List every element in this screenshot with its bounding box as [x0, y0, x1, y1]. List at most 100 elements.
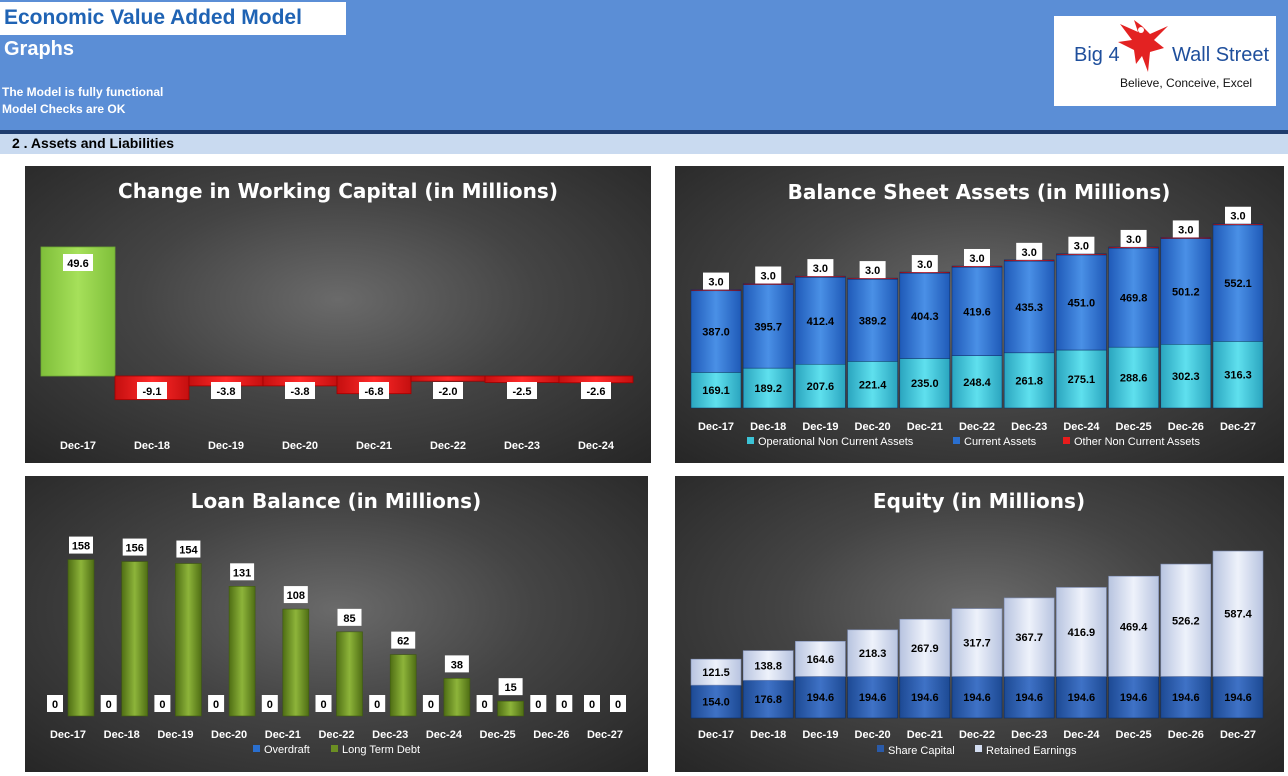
data-label: 469.4	[1120, 621, 1148, 633]
bar-share-capital	[1003, 676, 1055, 719]
data-label: 416.9	[1068, 627, 1096, 639]
legend-marker	[253, 745, 260, 752]
data-label: 189.2	[754, 383, 782, 395]
data-label: 194.6	[1172, 692, 1200, 704]
data-label: 248.4	[963, 377, 991, 389]
x-tick-label: Dec-23	[372, 729, 408, 741]
data-label: 302.3	[1172, 371, 1200, 383]
bar-current	[1160, 238, 1212, 345]
data-label: 194.6	[1015, 692, 1043, 704]
bar-share-capital	[742, 679, 794, 719]
data-label: 154.0	[702, 697, 730, 709]
bar-long-term-debt	[336, 631, 363, 717]
bar-ops	[1003, 352, 1055, 409]
x-tick-label: Dec-18	[134, 440, 170, 452]
bar-other	[742, 283, 794, 285]
chart-title: Loan Balance (in Millions)	[191, 489, 481, 513]
bar-retained-earnings	[742, 650, 794, 681]
legend-label: Share Capital	[888, 745, 955, 757]
data-label: 131	[233, 567, 251, 579]
chart-title: Equity (in Millions)	[873, 489, 1085, 513]
data-label: 469.8	[1120, 293, 1148, 305]
x-tick-label: Dec-23	[504, 440, 540, 452]
data-label-box	[63, 254, 93, 271]
logo-tagline: Believe, Conceive, Excel	[1120, 76, 1253, 90]
data-label: 412.4	[807, 316, 835, 328]
data-label-box	[1225, 206, 1251, 224]
data-label-box	[911, 255, 938, 273]
section-header: 2 . Assets and Liabilities	[0, 134, 1288, 154]
x-tick-label: Dec-18	[104, 729, 140, 741]
x-tick-label: Dec-17	[60, 440, 96, 452]
legend-marker	[1063, 437, 1070, 444]
data-label-box	[154, 695, 171, 712]
data-label: 316.3	[1224, 370, 1252, 382]
x-tick-label: Dec-21	[907, 421, 943, 433]
data-label: -2.0	[439, 386, 458, 398]
legend-label: Long Term Debt	[342, 744, 420, 756]
data-label-box	[1068, 236, 1095, 254]
data-label: 0	[159, 699, 165, 711]
x-tick-label: Dec-23	[1011, 729, 1047, 741]
title-box: Economic Value Added Model	[0, 2, 346, 35]
x-tick-label: Dec-20	[855, 421, 891, 433]
bar-current	[742, 284, 794, 369]
bar-long-term-debt	[497, 700, 524, 717]
bar-other	[1160, 237, 1212, 239]
data-label: 0	[213, 699, 219, 711]
data-label: 169.1	[702, 385, 730, 397]
data-label: 138.8	[754, 660, 782, 672]
data-label: 0	[615, 699, 621, 711]
bar-ops	[690, 372, 742, 409]
data-label: 317.7	[963, 638, 991, 650]
data-label-box	[100, 695, 117, 712]
data-label: 38	[451, 659, 463, 671]
data-label: 3.0	[969, 253, 984, 265]
bar-other	[1056, 253, 1107, 256]
bar-other	[1212, 223, 1264, 226]
bar-retained-earnings	[795, 641, 846, 677]
x-tick-label: Dec-26	[533, 729, 569, 741]
data-label: 194.6	[963, 692, 991, 704]
bar-current	[847, 279, 898, 362]
bar-dec-23	[484, 375, 560, 383]
bar-share-capital	[690, 684, 742, 719]
bar-long-term-debt	[67, 559, 95, 717]
data-label-box	[444, 655, 469, 673]
eagle-icon	[1118, 20, 1168, 72]
data-label-box	[337, 608, 362, 626]
bar-long-term-debt	[121, 561, 148, 717]
data-label: 451.0	[1068, 297, 1096, 309]
legend-label: Operational Non Current Assets	[758, 436, 914, 448]
working-capital-chart: Change in Working Capital (in Millions) 4…	[25, 166, 651, 463]
legend-marker	[975, 745, 982, 752]
data-label: 0	[561, 699, 567, 711]
bar-long-term-debt	[175, 563, 202, 717]
x-tick-label: Dec-22	[430, 440, 466, 452]
x-tick-label: Dec-18	[750, 729, 786, 741]
data-label-box	[584, 695, 600, 712]
x-tick-label: Dec-22	[318, 729, 354, 741]
x-tick-label: Dec-24	[1063, 421, 1100, 433]
data-label: 3.0	[813, 263, 828, 275]
data-label: 49.6	[67, 258, 88, 270]
logo-text-big4: Big 4	[1074, 44, 1120, 66]
x-tick-label: Dec-27	[1220, 421, 1256, 433]
data-label-box	[211, 382, 241, 399]
data-label: 3.0	[761, 271, 776, 283]
data-label: 0	[106, 699, 112, 711]
data-label-box	[507, 382, 537, 399]
x-tick-label: Dec-21	[356, 440, 392, 452]
x-tick-label: Dec-20	[282, 440, 318, 452]
data-label: 194.6	[1068, 692, 1096, 704]
status-text-functional: The Model is fully functional	[2, 85, 164, 99]
data-label-box	[1172, 220, 1199, 238]
bar-other	[951, 265, 1003, 268]
data-label-box	[261, 695, 278, 712]
bar-retained-earnings	[899, 618, 951, 677]
bar-long-term-debt	[443, 678, 471, 717]
bar-other	[795, 275, 846, 278]
bar-long-term-debt	[228, 586, 256, 717]
data-label-box	[556, 695, 573, 712]
data-label-box	[285, 382, 315, 399]
